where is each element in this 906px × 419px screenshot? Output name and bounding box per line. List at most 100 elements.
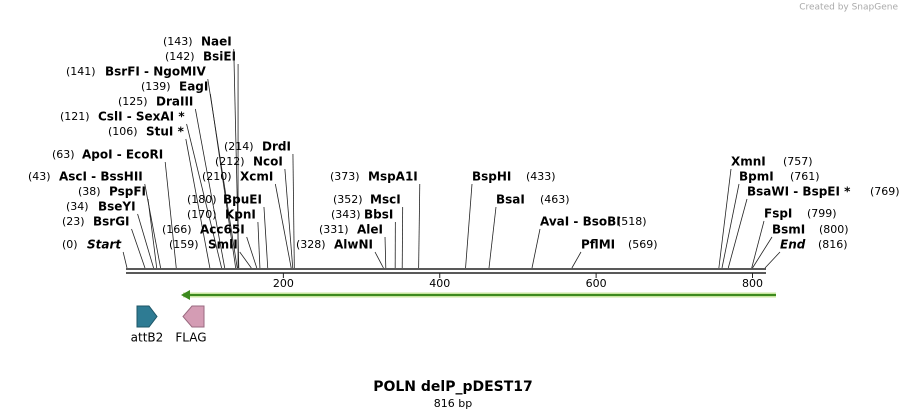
site-line — [137, 213, 154, 269]
site-line — [374, 251, 384, 269]
site-name: BseYI — [98, 200, 136, 214]
site-line — [727, 198, 748, 269]
site-position: (180) — [187, 193, 217, 206]
site-line — [752, 236, 773, 269]
site-line — [207, 78, 238, 269]
site-name: AlwNI — [334, 238, 373, 252]
site-line — [465, 183, 473, 269]
feature-label: attB2 — [131, 331, 164, 345]
site-name: FspI — [764, 207, 792, 221]
site-name: BsaI — [496, 193, 525, 207]
site-name: BsrFI - NgoMIV — [105, 65, 206, 79]
site-line — [239, 251, 252, 269]
site-line — [384, 236, 387, 269]
site-name: BpuEI — [223, 193, 262, 207]
site-position: (34) — [66, 200, 89, 213]
site-name: CslI - SexAI * — [98, 110, 185, 124]
site-name: BpmI — [739, 170, 774, 184]
site-line — [718, 168, 732, 269]
site-line — [571, 251, 582, 269]
site-position: (816) — [818, 238, 848, 251]
site-line — [257, 221, 261, 269]
site-position: (328) — [296, 238, 326, 251]
site-line — [164, 161, 177, 269]
site-name: ApoI - EcoRI — [82, 148, 163, 162]
site-line — [144, 183, 162, 269]
site-line — [185, 138, 211, 269]
site-name: AleI — [357, 223, 383, 237]
site-position: (63) — [52, 148, 75, 161]
site-line — [233, 48, 240, 269]
site-name: BsmI — [772, 223, 805, 237]
site-position: (757) — [783, 155, 813, 168]
site-line — [751, 220, 765, 269]
site-line — [418, 183, 421, 269]
site-name: BbsI — [364, 208, 393, 222]
site-position: (433) — [526, 170, 556, 183]
site-name: BsrGI — [93, 215, 130, 229]
site-position: (142) — [165, 50, 195, 63]
site-line — [246, 236, 258, 269]
site-position: (143) — [163, 35, 193, 48]
site-line — [292, 153, 295, 269]
site-position: (212) — [215, 155, 245, 168]
site-position: (23) — [62, 215, 85, 228]
site-name: EagI — [179, 80, 208, 94]
site-line — [122, 251, 128, 269]
site-line — [488, 206, 497, 269]
site-name: KpnI — [225, 208, 256, 222]
site-line — [284, 168, 294, 269]
ruler-tick-label: 400 — [429, 277, 450, 290]
site-line — [721, 183, 740, 269]
attb2-arrow — [136, 305, 158, 328]
site-position: (125) — [118, 95, 148, 108]
flag-arrow — [182, 305, 205, 328]
site-name: AvaI - BsoBI — [540, 215, 621, 229]
site-line — [194, 108, 226, 269]
site-position: (799) — [807, 207, 837, 220]
site-name: Acc65I — [200, 223, 245, 237]
site-position: (373) — [330, 170, 360, 183]
site-position: (170) — [187, 208, 217, 221]
feature-label: FLAG — [175, 331, 206, 345]
site-name: NcoI — [253, 155, 283, 169]
site-name: MspA1I — [368, 170, 418, 184]
site-name: AscI - BssHII — [59, 170, 143, 184]
site-position: (106) — [108, 125, 138, 138]
site-line — [531, 228, 541, 269]
title: POLN delP_pDEST17 — [373, 379, 533, 395]
site-position: (141) — [66, 65, 96, 78]
site-position: (159) — [169, 238, 199, 251]
site-position: (463) — [540, 193, 570, 206]
site-name: SmlI — [208, 238, 238, 252]
site-position: (121) — [60, 110, 90, 123]
site-position: (43) — [28, 170, 51, 183]
site-position: (518) — [617, 215, 647, 228]
site-position: (343) — [331, 208, 361, 221]
ruler-tick-label: 800 — [742, 277, 763, 290]
site-position: (800) — [819, 223, 849, 236]
site-position: (214) — [224, 140, 254, 153]
site-name: XmnI — [731, 155, 766, 169]
site-name: PspFI — [109, 185, 146, 199]
credit: Created by SnapGene — [799, 3, 898, 13]
site-name: PflMI — [581, 238, 615, 252]
ruler-tick-label: 600 — [586, 277, 607, 290]
site-line — [131, 228, 146, 269]
site-name: BsiEI — [203, 50, 236, 64]
site-line — [263, 206, 269, 269]
site-name: Start — [87, 238, 122, 252]
site-position: (139) — [141, 80, 171, 93]
site-position: (0) — [62, 238, 78, 251]
site-name: DraIII — [156, 95, 193, 109]
site-position: (38) — [78, 185, 101, 198]
site-name: BsaWI - BspEI * — [747, 185, 851, 199]
site-name: DrdI — [262, 140, 291, 154]
site-name: MscI — [370, 193, 401, 207]
site-line — [764, 251, 781, 269]
site-name: StuI * — [146, 125, 185, 139]
site-position: (331) — [319, 223, 349, 236]
site-line — [274, 183, 292, 269]
site-position: (166) — [162, 223, 192, 236]
